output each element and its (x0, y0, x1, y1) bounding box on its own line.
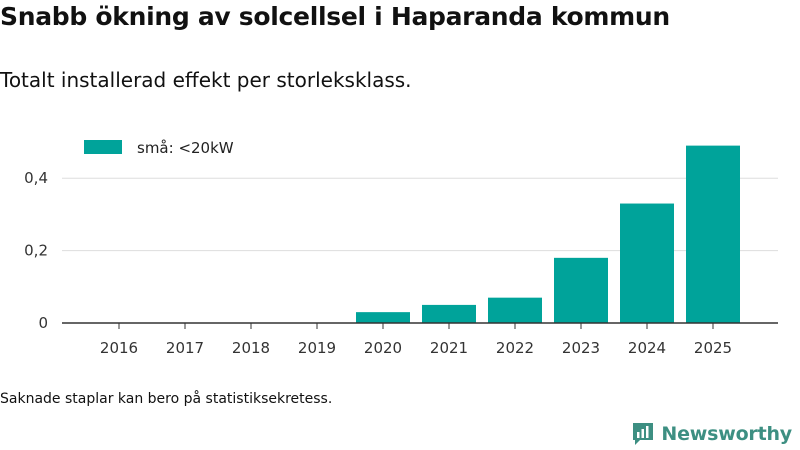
bar (686, 145, 740, 323)
legend-label: små: <20kW (137, 139, 234, 157)
x-tick-label: 2016 (100, 339, 138, 357)
bars (356, 145, 740, 323)
bar (488, 297, 542, 323)
x-tick-label: 2022 (496, 339, 534, 357)
x-tick-label: 2025 (694, 339, 732, 357)
x-axis-ticks: 2016 2017 2018 2019 2020 2021 2022 2023 2024 2025 (100, 323, 732, 357)
legend-swatch (84, 140, 122, 154)
x-tick-label: 2017 (166, 339, 204, 357)
brand-logo: Newsworthy (631, 420, 792, 448)
x-tick-label: 2021 (430, 339, 468, 357)
bar-chart: 2016 2017 2018 2019 2020 2021 2022 2023 2024 2025… (24, 139, 778, 357)
x-tick-label: 2019 (298, 339, 336, 357)
legend: små: <20kW (84, 139, 234, 157)
x-tick-label: 2023 (562, 339, 600, 357)
x-tick-label: 2024 (628, 339, 666, 357)
y-tick-label: 0,2 (24, 242, 48, 260)
chart-subtitle: Totalt installerad effekt per storlekskl… (0, 68, 412, 92)
bar (422, 304, 476, 323)
brand-name: Newsworthy (661, 423, 792, 445)
chart-title: Snabb ökning av solcellsel i Haparanda k… (0, 2, 670, 31)
bar (554, 257, 608, 323)
y-tick-label: 0 (38, 314, 48, 332)
y-axis-ticks: 0 0,2 0,4 (24, 169, 48, 332)
x-tick-label: 2018 (232, 339, 270, 357)
bar (620, 203, 674, 323)
bar (356, 312, 410, 323)
y-tick-label: 0,4 (24, 169, 48, 187)
x-tick-label: 2020 (364, 339, 402, 357)
newsworthy-logo-icon (633, 423, 654, 445)
footnote: Saknade staplar kan bero på statistiksek… (0, 391, 333, 407)
